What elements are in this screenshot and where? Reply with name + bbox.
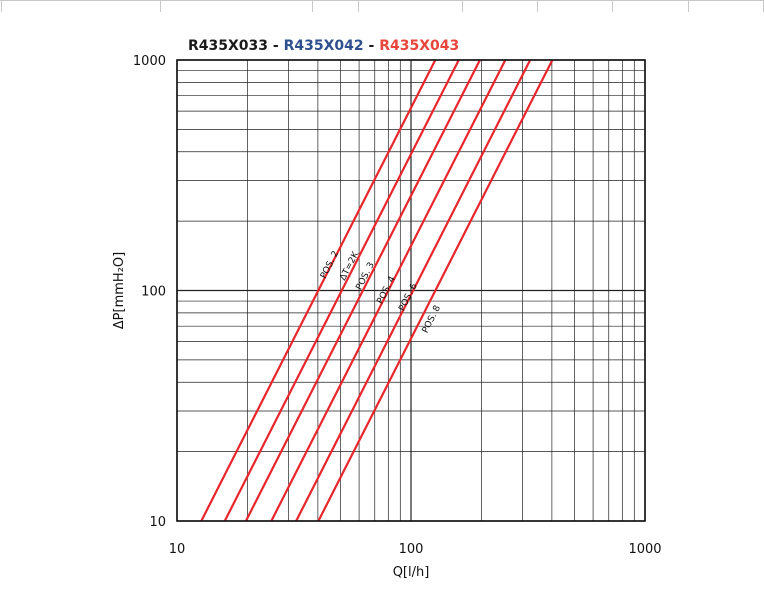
y-tick-label: 10: [149, 515, 166, 530]
series-line-5: [295, 59, 532, 522]
y-axis-label: ΔP[mmH₂O]: [112, 252, 127, 329]
title-part: -: [364, 38, 380, 54]
curve-label: POS. 8: [421, 304, 443, 335]
series-line-4: [270, 59, 507, 522]
series-line-2: [223, 59, 460, 522]
plot-frame: [176, 59, 646, 522]
x-tick-label: 10: [169, 542, 186, 557]
plot-border: [176, 59, 646, 522]
y-tick-label: 100: [141, 285, 166, 300]
y-tick-label: 1000: [133, 54, 166, 69]
curves: [200, 59, 554, 522]
series-line-6: [317, 59, 554, 522]
curve-label: POS. 6: [397, 282, 419, 313]
x-tick-label: 1000: [628, 542, 661, 557]
title-part: R435X042: [284, 38, 364, 54]
x-tick-label: 100: [399, 542, 424, 557]
curve-label: POS. 2: [319, 250, 341, 281]
title-part: R435X033: [188, 38, 268, 54]
series-line-1: [200, 59, 437, 522]
title-part: R435X043: [379, 38, 459, 54]
tick-labels: 10 100 1000 10 100 1000: [133, 54, 662, 557]
x-axis-label: Q[l/h]: [393, 565, 430, 580]
series-line-3: [244, 59, 481, 522]
curve-label: POS. 3: [355, 261, 377, 292]
chart-title: R435X033 - R435X042 - R435X043: [188, 38, 459, 54]
title-part: -: [268, 38, 284, 54]
curve-label: ΔT=2K: [338, 249, 361, 282]
